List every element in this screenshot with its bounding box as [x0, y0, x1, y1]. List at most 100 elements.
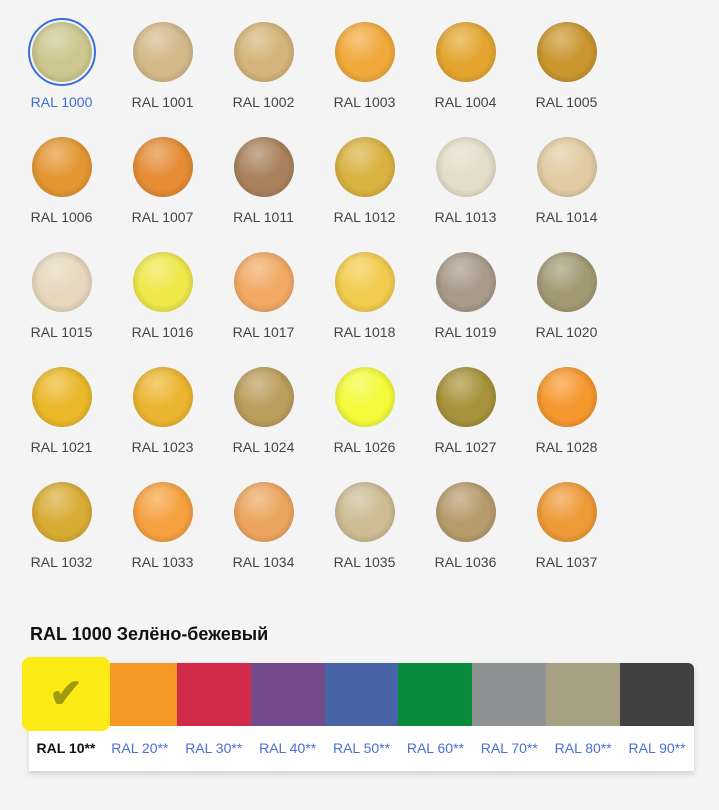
color-group-tab[interactable]: RAL 90**	[620, 663, 695, 771]
color-ball	[31, 252, 92, 312]
color-swatch[interactable]: RAL 1027	[415, 367, 516, 482]
color-ball	[334, 482, 395, 542]
color-swatch[interactable]: RAL 1014	[516, 137, 617, 252]
swatch-label: RAL 1036	[434, 554, 497, 570]
color-group-label: RAL 70**	[480, 740, 538, 756]
color-swatch[interactable]: RAL 1000	[11, 18, 112, 137]
color-ball	[132, 252, 193, 312]
color-ball	[233, 22, 294, 82]
color-group-chip	[176, 663, 251, 726]
swatch-label: RAL 1001	[131, 94, 194, 110]
swatch-label: RAL 1011	[233, 209, 294, 225]
color-group-chip	[472, 663, 547, 726]
color-swatch[interactable]: RAL 1032	[11, 482, 112, 597]
color-swatch[interactable]: RAL 1006	[11, 137, 112, 252]
swatch-label: RAL 1032	[30, 554, 93, 570]
selected-color-title: RAL 1000 Зелёно-бежевый	[30, 624, 269, 644]
color-swatch[interactable]: RAL 1004	[415, 22, 516, 137]
color-swatch[interactable]: RAL 1012	[314, 137, 415, 252]
color-swatch[interactable]: RAL 1023	[112, 367, 213, 482]
swatch-label: RAL 1017	[232, 324, 295, 340]
color-group-tab[interactable]: RAL 60**	[398, 663, 473, 771]
color-ball	[536, 252, 597, 312]
color-swatch-grid: RAL 1000 RAL 1001 RAL 1002 RAL 1003 RAL 1004…	[11, 18, 617, 597]
color-group-label: RAL 60**	[406, 740, 464, 756]
color-swatch[interactable]: RAL 1020	[516, 252, 617, 367]
swatch-label: RAL 1035	[333, 554, 396, 570]
color-group-label: RAL 90**	[628, 740, 686, 756]
color-group-chip: ✔	[22, 657, 110, 731]
color-group-chip	[250, 663, 325, 726]
color-ball	[132, 137, 193, 197]
color-swatch[interactable]: RAL 1026	[314, 367, 415, 482]
color-ball	[536, 22, 597, 82]
color-ball	[435, 252, 496, 312]
color-ball	[435, 137, 496, 197]
color-ball	[27, 18, 96, 86]
color-swatch[interactable]: RAL 1021	[11, 367, 112, 482]
color-ball	[31, 482, 92, 542]
color-group-label: RAL 80**	[554, 740, 612, 756]
color-swatch[interactable]: RAL 1024	[213, 367, 314, 482]
color-group-label: RAL 50**	[332, 740, 391, 756]
color-group-chip	[102, 663, 177, 726]
color-group-tab[interactable]: RAL 70**	[472, 663, 547, 771]
color-swatch[interactable]: RAL 1001	[112, 22, 213, 137]
color-group-chip	[398, 663, 473, 726]
color-swatch[interactable]: RAL 1005	[516, 22, 617, 137]
color-swatch[interactable]: RAL 1013	[415, 137, 516, 252]
swatch-label: RAL 1027	[434, 439, 497, 455]
swatch-label: RAL 1002	[232, 94, 295, 110]
color-group-chip	[620, 663, 695, 726]
color-swatch[interactable]: RAL 1017	[213, 252, 314, 367]
color-ball	[233, 137, 294, 197]
color-swatch[interactable]: RAL 1015	[11, 252, 112, 367]
color-ball	[132, 482, 193, 542]
color-swatch[interactable]: RAL 1034	[213, 482, 314, 597]
color-swatch[interactable]: RAL 1003	[314, 22, 415, 137]
color-swatch[interactable]: RAL 1037	[516, 482, 617, 597]
swatch-label: RAL 1021	[30, 439, 93, 455]
swatch-label: RAL 1014	[535, 209, 598, 225]
color-ball	[233, 482, 294, 542]
swatch-label: RAL 1000	[30, 94, 93, 110]
color-ball	[435, 22, 496, 82]
swatch-label: RAL 1005	[535, 94, 598, 110]
color-group-tab[interactable]: RAL 80**	[546, 663, 621, 771]
color-swatch[interactable]: RAL 1019	[415, 252, 516, 367]
color-swatch[interactable]: RAL 1035	[314, 482, 415, 597]
swatch-label: RAL 1020	[535, 324, 598, 340]
color-group-label: RAL 40**	[259, 740, 317, 756]
color-group-label: RAL 30**	[185, 740, 243, 756]
swatch-label: RAL 1012	[333, 209, 396, 225]
color-ball	[536, 482, 597, 542]
color-ball	[31, 367, 92, 427]
swatch-label: RAL 1037	[535, 554, 598, 570]
swatch-label: RAL 1015	[30, 324, 93, 340]
color-ball	[132, 367, 193, 427]
color-ball	[435, 367, 496, 427]
color-ball	[536, 367, 597, 427]
color-swatch[interactable]: RAL 1011	[213, 137, 314, 252]
color-group-tab[interactable]: ✔ RAL 10**	[22, 657, 110, 771]
color-swatch[interactable]: RAL 1007	[112, 137, 213, 252]
color-swatch[interactable]: RAL 1018	[314, 252, 415, 367]
color-group-tab[interactable]: RAL 50**	[324, 663, 399, 771]
swatch-label: RAL 1028	[535, 439, 598, 455]
color-swatch[interactable]: RAL 1002	[213, 22, 314, 137]
color-swatch[interactable]: RAL 1016	[112, 252, 213, 367]
swatch-label: RAL 1026	[333, 439, 396, 455]
color-swatch[interactable]: RAL 1033	[112, 482, 213, 597]
swatch-label: RAL 1033	[131, 554, 194, 570]
color-group-tab[interactable]: RAL 20**	[102, 663, 177, 771]
color-swatch[interactable]: RAL 1036	[415, 482, 516, 597]
swatch-label: RAL 1006	[30, 209, 93, 225]
swatch-label: RAL 1013	[434, 209, 497, 225]
color-ball	[334, 137, 395, 197]
swatch-label: RAL 1018	[333, 324, 396, 340]
color-swatch[interactable]: RAL 1028	[516, 367, 617, 482]
color-group-tab[interactable]: RAL 30**	[176, 663, 251, 771]
swatch-label: RAL 1016	[131, 324, 194, 340]
check-icon: ✔	[49, 672, 83, 716]
color-group-tab[interactable]: RAL 40**	[250, 663, 325, 771]
